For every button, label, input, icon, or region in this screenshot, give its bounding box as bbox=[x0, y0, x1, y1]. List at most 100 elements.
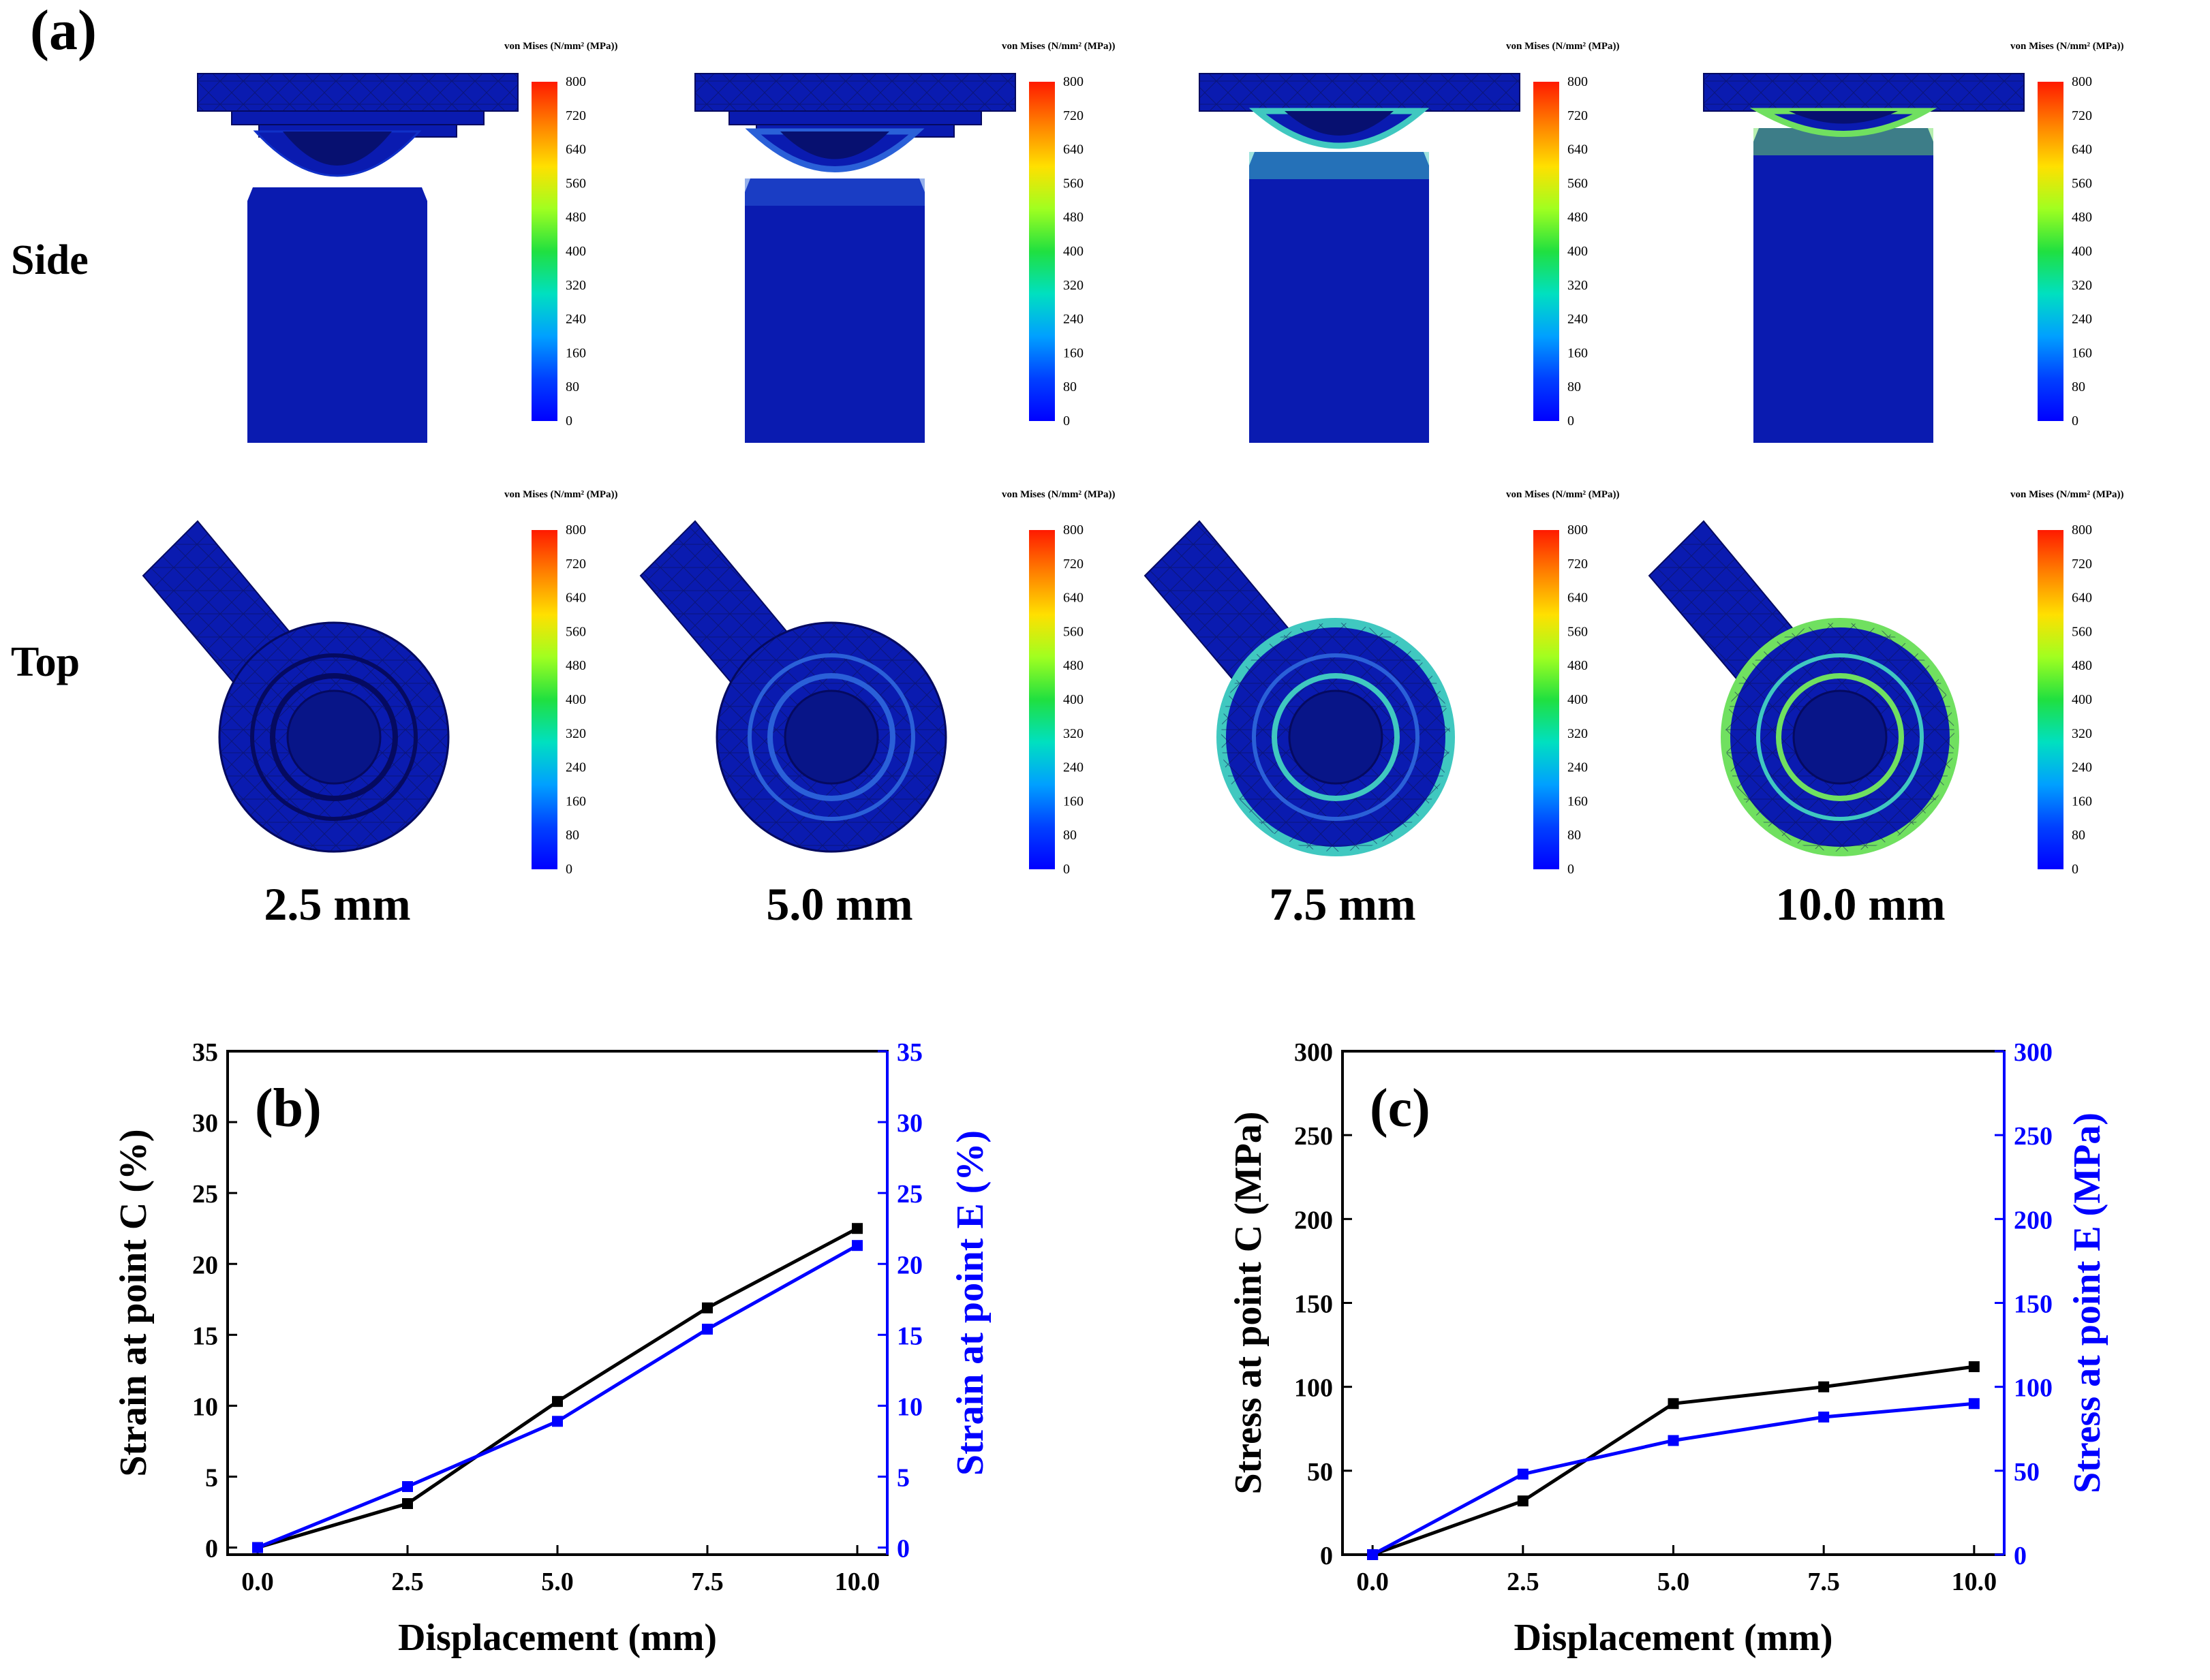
colorbar-tick-label: 80 bbox=[1567, 828, 1581, 843]
series-2-point bbox=[552, 1416, 563, 1427]
colorbar-tick-label: 560 bbox=[2072, 176, 2092, 191]
colorbar-tick-label: 80 bbox=[1063, 828, 1077, 843]
displacement-label-1: 2.5 mm bbox=[264, 878, 410, 930]
side-view-4 bbox=[1703, 73, 2025, 443]
top-view-1 bbox=[142, 520, 450, 853]
panel-a-label: (a) bbox=[30, 0, 97, 62]
colorbar-tick-label: 0 bbox=[2072, 862, 2078, 877]
series-1-point bbox=[402, 1498, 413, 1510]
y-tick-label-left: 30 bbox=[192, 1109, 218, 1138]
colorbar-tick-label: 160 bbox=[1063, 794, 1084, 809]
colorbar-tick-label: 800 bbox=[566, 74, 586, 89]
panel-label: (c) bbox=[1370, 1078, 1430, 1138]
colorbar-side-3: von Mises (N/mm² (MPa))80072064056048040… bbox=[1506, 41, 1620, 429]
colorbar-tick-label: 400 bbox=[1063, 692, 1084, 707]
colorbar-tick-label: 560 bbox=[566, 176, 586, 191]
x-tick-label: 5.0 bbox=[541, 1568, 574, 1596]
y-tick-label-right: 150 bbox=[2014, 1290, 2053, 1319]
center-disc bbox=[1792, 689, 1888, 785]
colorbar-tick-label: 160 bbox=[1063, 345, 1084, 360]
colorbar-gradient bbox=[1029, 530, 1055, 869]
top-view-3 bbox=[1144, 520, 1455, 856]
colorbar-tick-label: 160 bbox=[566, 794, 586, 809]
colorbar-tick-label: 800 bbox=[1063, 523, 1084, 538]
colorbar-tick-label: 400 bbox=[566, 244, 586, 259]
colorbar-side-4: von Mises (N/mm² (MPa))80072064056048040… bbox=[2010, 41, 2124, 429]
series-2-point bbox=[1367, 1549, 1379, 1560]
colorbar-title: von Mises (N/mm² (MPa)) bbox=[1506, 489, 1620, 500]
colorbar-gradient bbox=[1533, 82, 1559, 421]
colorbar-gradient bbox=[2038, 82, 2063, 421]
colorbar-tick-label: 320 bbox=[2072, 278, 2092, 293]
dome-inner bbox=[780, 131, 889, 159]
series-2-point bbox=[702, 1324, 713, 1335]
y-tick-label-left: 5 bbox=[205, 1464, 218, 1493]
series-1-point bbox=[1968, 1361, 1980, 1373]
colorbar-tick-label: 480 bbox=[1063, 210, 1084, 225]
plate-step-1 bbox=[728, 110, 982, 125]
colorbar-tick-label: 640 bbox=[1567, 591, 1588, 606]
colorbar-tick-label: 160 bbox=[2072, 345, 2092, 360]
plot-frame bbox=[226, 1050, 889, 1556]
y-tick-label-left: 50 bbox=[1307, 1458, 1333, 1487]
punch-column bbox=[1753, 128, 1933, 443]
colorbar-tick-label: 800 bbox=[2072, 74, 2092, 89]
series-line-2 bbox=[1371, 1401, 1975, 1557]
plate-mesh bbox=[198, 74, 518, 111]
y-tick-label-right: 100 bbox=[2014, 1374, 2053, 1403]
colorbar-tick-label: 800 bbox=[1567, 74, 1588, 89]
displacement-label-4: 10.0 mm bbox=[1775, 878, 1945, 930]
row-label-top: Top bbox=[11, 639, 80, 685]
dome-inner bbox=[283, 131, 392, 166]
colorbar-tick-label: 480 bbox=[2072, 658, 2092, 673]
punch-column bbox=[1249, 152, 1429, 443]
simulation-grid: von Mises (N/mm² (MPa))80072064056048040… bbox=[142, 41, 2124, 877]
colorbar-title: von Mises (N/mm² (MPa)) bbox=[2010, 489, 2124, 500]
colorbar-tick-label: 240 bbox=[1567, 760, 1588, 775]
colorbar-gradient bbox=[532, 530, 557, 869]
colorbar-tick-label: 560 bbox=[1063, 176, 1084, 191]
series-1-point bbox=[702, 1302, 713, 1313]
colorbar-title: von Mises (N/mm² (MPa)) bbox=[2010, 41, 2124, 52]
colorbar-tick-label: 240 bbox=[566, 312, 586, 327]
y-tick-label-right: 200 bbox=[2014, 1206, 2053, 1234]
colorbar-tick-label: 240 bbox=[1063, 760, 1084, 775]
colorbar-tick-label: 720 bbox=[2072, 108, 2092, 123]
plate-mesh bbox=[1704, 74, 2024, 111]
y-axis-label-left: Strain at point C (%) bbox=[112, 1129, 155, 1476]
y-tick-label-left: 150 bbox=[1294, 1290, 1333, 1319]
center-disc bbox=[286, 689, 382, 785]
colorbar-side-2: von Mises (N/mm² (MPa))80072064056048040… bbox=[1002, 41, 1116, 429]
colorbar-tick-label: 320 bbox=[1567, 278, 1588, 293]
colorbar-tick-label: 0 bbox=[1567, 414, 1574, 429]
y-tick-label-left: 35 bbox=[192, 1038, 218, 1067]
displacement-label-3: 7.5 mm bbox=[1269, 878, 1415, 930]
x-tick-label: 5.0 bbox=[1657, 1568, 1690, 1596]
series-1-point bbox=[1517, 1495, 1529, 1507]
y-axis-label-right: Stress at point E (MPa) bbox=[2066, 1113, 2108, 1493]
y-tick-label-right: 35 bbox=[897, 1038, 923, 1067]
colorbar-top-2: von Mises (N/mm² (MPa))80072064056048040… bbox=[1002, 489, 1116, 877]
colorbar-tick-label: 640 bbox=[2072, 591, 2092, 606]
x-axis-label: Displacement (mm) bbox=[1514, 1617, 1832, 1659]
colorbar-tick-label: 320 bbox=[1567, 726, 1588, 741]
colorbar-tick-label: 800 bbox=[1063, 74, 1084, 89]
colorbar-title: von Mises (N/mm² (MPa)) bbox=[1002, 41, 1116, 52]
colorbar-tick-label: 400 bbox=[2072, 692, 2092, 707]
y-tick-label-left: 250 bbox=[1294, 1122, 1333, 1151]
x-tick-label: 2.5 bbox=[1507, 1568, 1539, 1596]
y-tick-label-left: 0 bbox=[1320, 1542, 1333, 1570]
x-tick-label: 10.0 bbox=[835, 1568, 880, 1596]
series-2-point bbox=[1968, 1398, 1980, 1410]
colorbar-tick-label: 240 bbox=[2072, 760, 2092, 775]
inner-ring bbox=[1776, 673, 1904, 801]
colorbar-tick-label: 720 bbox=[2072, 557, 2092, 572]
colorbar-tick-label: 400 bbox=[1063, 244, 1084, 259]
colorbar-gradient bbox=[1029, 82, 1055, 421]
chart-b-strain: 0.0 2.5 5.0 7.5 10.0 0 0 5 5 10 10 15 15 20 20 25 25 30 30… bbox=[112, 1038, 992, 1659]
y-tick-label-left: 25 bbox=[192, 1180, 218, 1209]
colorbar-tick-label: 320 bbox=[566, 278, 586, 293]
colorbar-top-1: von Mises (N/mm² (MPa))80072064056048040… bbox=[504, 489, 618, 877]
x-tick-label: 2.5 bbox=[391, 1568, 424, 1596]
